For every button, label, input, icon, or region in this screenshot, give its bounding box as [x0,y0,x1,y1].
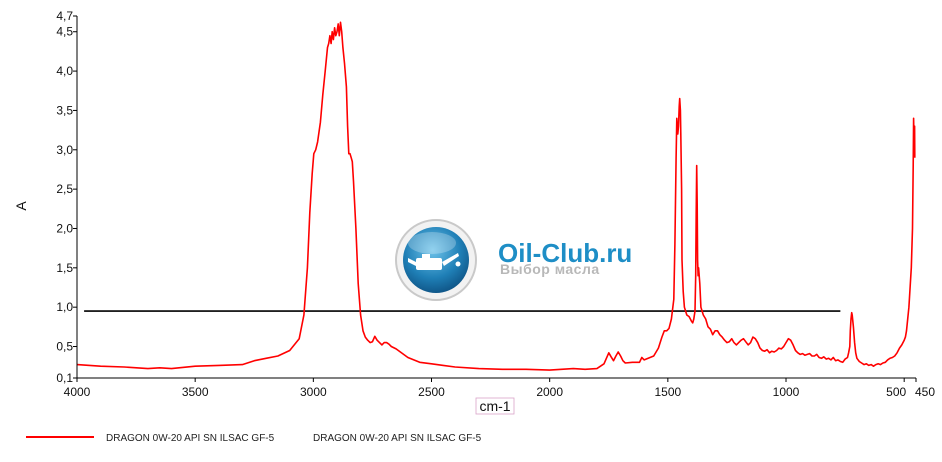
y-tick-label: 4,5 [56,25,73,39]
legend-series-name: DRAGON 0W-20 API SN ILSAC GF-5 [106,433,275,444]
x-tick-label: 450 [915,385,935,399]
y-axis-title: A [13,201,29,211]
watermark-tagline: Выбор масла [500,261,600,277]
legend: DRAGON 0W-20 API SN ILSAC GF-5 DRAGON 0W… [26,433,482,444]
watermark: Oil-Club.ru Выбор масла [395,219,632,301]
y-tick-label: 1,0 [56,300,73,314]
y-tick-label: 4,7 [56,9,73,23]
x-axis-title: cm-1 [479,398,510,414]
legend-series-label: DRAGON 0W-20 API SN ILSAC GF-5 [313,433,482,444]
y-tick-label: 1,5 [56,261,73,275]
y-tick-label: 0,1 [56,371,73,385]
x-tick-label: 4000 [64,385,91,399]
x-tick-label: 2000 [536,385,563,399]
series-group [76,21,916,371]
x-tick-label: 3000 [300,385,327,399]
y-tick-label: 2,5 [56,182,73,196]
x-tick-label: 2500 [418,385,445,399]
y-tick-label: 0,5 [56,340,73,354]
y-tick-label: 4,0 [56,64,73,78]
x-tick-label: 500 [886,385,906,399]
x-tick-label: 1000 [773,385,800,399]
y-ticks: 0,1 0,5 1,0 1,5 2,0 2,5 3,0 3,5 4,0 4,5 4,7 [56,9,77,385]
oil-can-icon [408,253,461,270]
y-tick-label: 3,5 [56,103,73,117]
x-axis-title-group: cm-1 [475,397,515,415]
x-tick-label: 1500 [654,385,681,399]
y-tick-label: 2,0 [56,221,73,235]
series-line [76,21,916,371]
x-ticks: 4000 3500 3000 2500 2000 1500 1000 500 450 [64,378,935,399]
watermark-brand: Oil-Club.ru [498,238,632,268]
x-axis-title-frame [475,397,515,415]
oil-can-logo [395,219,477,301]
x-tick-label: 3500 [182,385,209,399]
y-tick-label: 3,0 [56,143,73,157]
axes [76,16,916,379]
